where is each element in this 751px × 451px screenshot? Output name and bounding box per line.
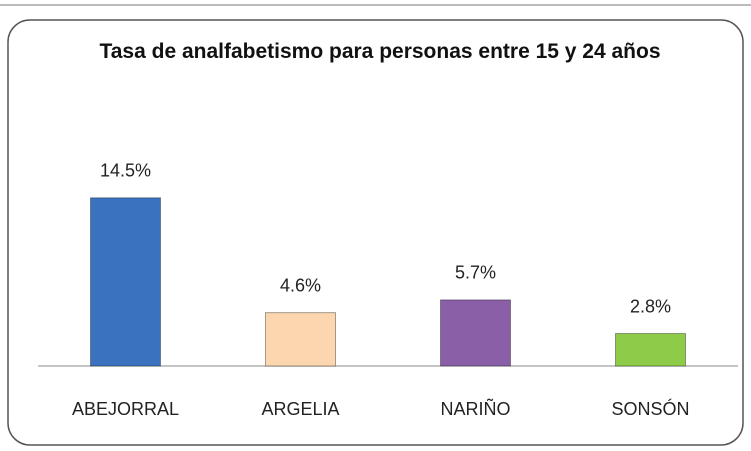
bar <box>615 333 686 367</box>
chart-frame <box>7 19 744 446</box>
bar <box>265 312 336 367</box>
chart-title: Tasa de analfabetismo para personas entr… <box>99 40 661 63</box>
value-label: 5.7% <box>455 263 496 283</box>
x-tick-label: ARGELIA <box>261 399 339 419</box>
value-label: 4.6% <box>280 275 321 295</box>
bar <box>440 299 511 367</box>
value-label: 2.8% <box>630 296 671 316</box>
x-tick-label: ABEJORRAL <box>72 399 179 419</box>
bar <box>90 197 161 367</box>
x-tick-label: NARIÑO <box>440 398 510 419</box>
x-tick-label: SONSÓN <box>611 398 689 419</box>
value-label: 14.5% <box>100 161 151 181</box>
